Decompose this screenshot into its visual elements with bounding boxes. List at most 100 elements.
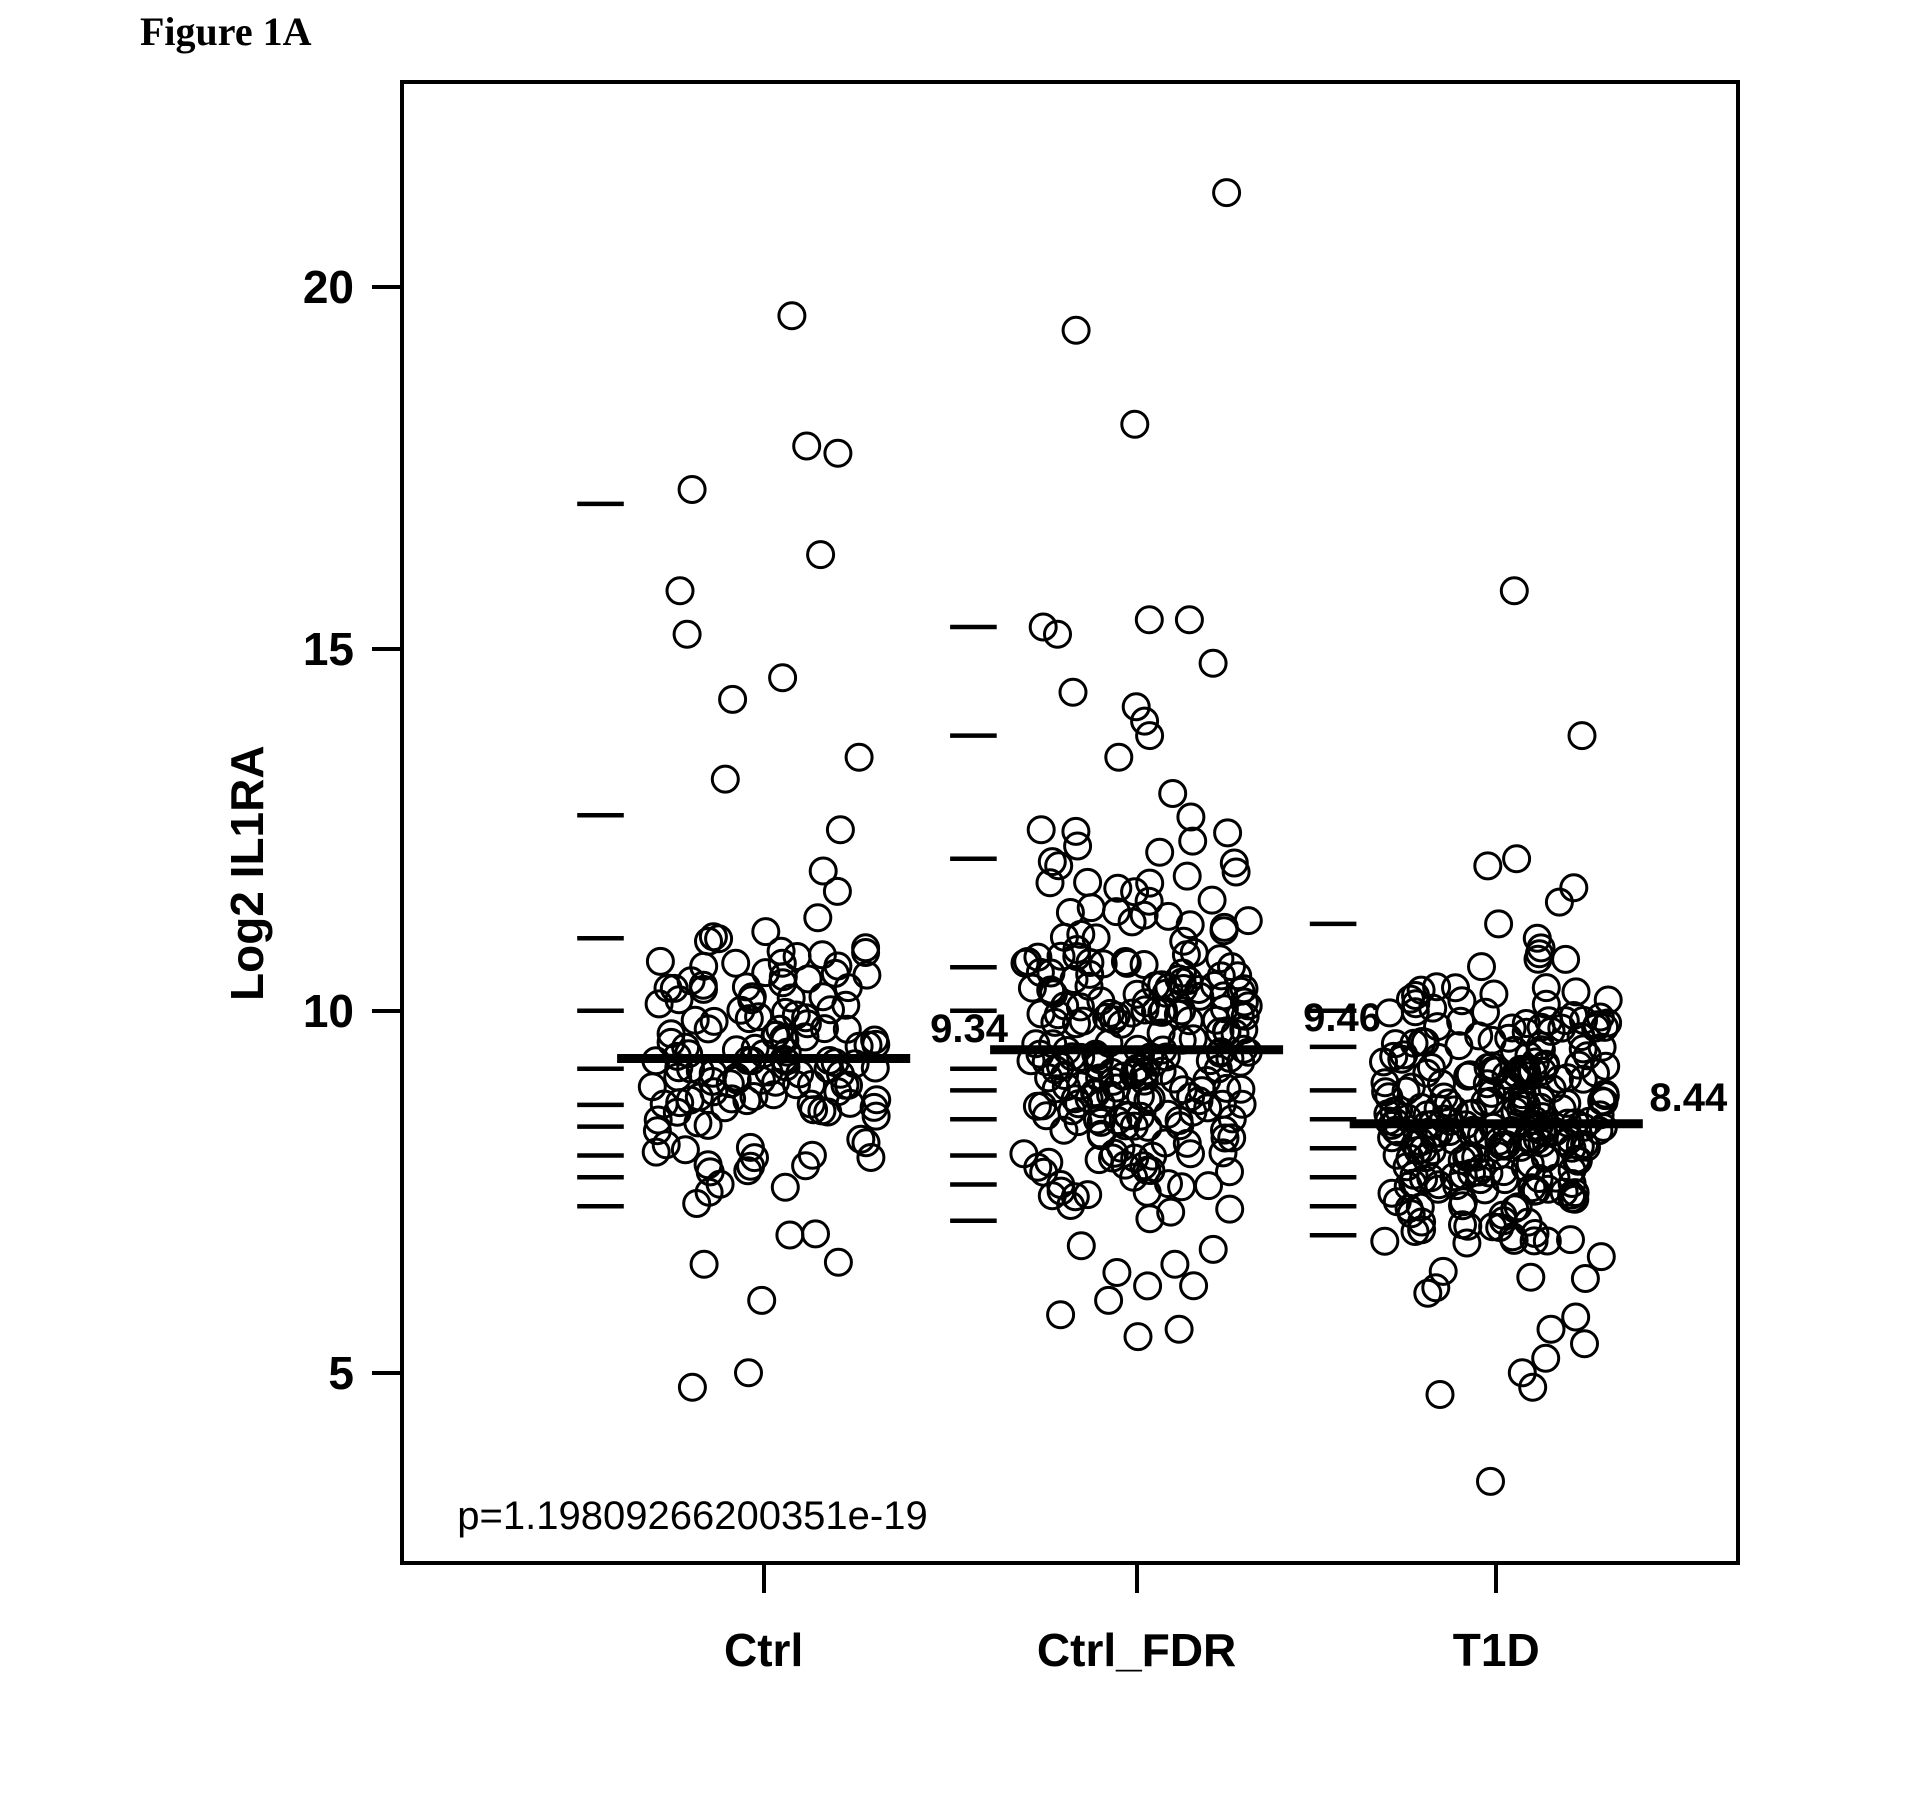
- data-point: [1075, 869, 1101, 895]
- data-point: [1136, 607, 1162, 633]
- y-axis-title: Log2 IL1RA: [220, 745, 274, 1001]
- mean-value-label: 9.46: [1303, 996, 1381, 1041]
- data-point: [1083, 925, 1109, 951]
- data-point: [1504, 846, 1530, 872]
- data-point: [1135, 1273, 1161, 1299]
- data-point: [1122, 879, 1148, 905]
- figure-title: Figure 1A: [140, 8, 311, 55]
- data-point: [1572, 1331, 1598, 1357]
- data-point: [1219, 1125, 1245, 1151]
- data-point: [777, 1222, 803, 1248]
- data-point: [1569, 723, 1595, 749]
- data-point: [723, 950, 749, 976]
- data-point: [1235, 908, 1261, 934]
- y-tick: [372, 1009, 400, 1013]
- data-point: [1160, 781, 1186, 807]
- data-point: [1427, 1382, 1453, 1408]
- data-point: [647, 948, 673, 974]
- data-point: [833, 992, 859, 1018]
- data-point: [779, 303, 805, 329]
- data-point: [1475, 853, 1501, 879]
- x-tick: [1494, 1565, 1498, 1593]
- scatter-plot: [404, 84, 1736, 1561]
- data-point: [1538, 1316, 1564, 1342]
- data-point: [770, 665, 796, 691]
- data-point: [808, 542, 834, 568]
- data-point: [1199, 887, 1225, 913]
- data-point: [720, 686, 746, 712]
- x-tick-label: Ctrl: [724, 1623, 803, 1677]
- data-point: [825, 440, 851, 466]
- data-point: [1181, 1273, 1207, 1299]
- data-point: [1200, 650, 1226, 676]
- data-point: [1423, 1275, 1449, 1301]
- data-point: [749, 1287, 775, 1313]
- data-point: [1147, 839, 1173, 865]
- data-point: [1063, 317, 1089, 343]
- data-point: [1068, 1233, 1094, 1259]
- data-point: [1063, 818, 1089, 844]
- data-point: [1214, 180, 1240, 206]
- data-point: [1572, 1266, 1598, 1292]
- data-point: [1122, 411, 1148, 437]
- data-point: [1561, 875, 1587, 901]
- data-point: [1162, 1251, 1188, 1277]
- data-point: [1125, 1324, 1151, 1350]
- plot-frame: p=1.19809266200351e-19: [400, 80, 1740, 1565]
- x-tick-label: Ctrl_FDR: [1037, 1623, 1236, 1677]
- data-point: [753, 919, 779, 945]
- y-tick-label: 10: [303, 984, 354, 1038]
- data-point: [1469, 954, 1495, 980]
- data-point: [1028, 817, 1054, 843]
- data-point: [1174, 863, 1200, 889]
- page-root: Figure 1A p=1.19809266200351e-19 Log2 IL…: [0, 0, 1923, 1808]
- x-tick-label: T1D: [1453, 1623, 1540, 1677]
- data-point: [1180, 828, 1206, 854]
- data-point: [1553, 946, 1579, 972]
- data-point: [1131, 952, 1157, 978]
- data-point: [825, 1249, 851, 1275]
- mean-value-label: 9.34: [930, 1007, 1008, 1052]
- data-point: [701, 1008, 727, 1034]
- data-point: [1137, 723, 1163, 749]
- data-point: [1546, 889, 1572, 915]
- data-point: [667, 578, 693, 604]
- data-point: [803, 1221, 829, 1247]
- data-point: [1060, 679, 1086, 705]
- data-point: [1533, 991, 1559, 1017]
- data-point: [1031, 1159, 1057, 1185]
- y-tick-label: 15: [303, 622, 354, 676]
- data-point: [1176, 607, 1202, 633]
- data-point: [1048, 1302, 1074, 1328]
- data-point: [1379, 1180, 1405, 1206]
- data-point: [846, 744, 872, 770]
- data-point: [1106, 744, 1132, 770]
- data-point: [827, 817, 853, 843]
- data-point: [1372, 1228, 1398, 1254]
- data-point: [1166, 1316, 1192, 1342]
- mean-value-label: 8.44: [1649, 1076, 1727, 1121]
- y-tick-label: 20: [303, 260, 354, 314]
- data-point: [795, 966, 821, 992]
- data-point: [1209, 1091, 1235, 1117]
- y-tick: [372, 1371, 400, 1375]
- x-tick: [762, 1565, 766, 1593]
- data-point: [1454, 1230, 1480, 1256]
- data-point: [794, 433, 820, 459]
- data-point: [1563, 1304, 1589, 1330]
- p-value-text: p=1.19809266200351e-19: [457, 1494, 927, 1539]
- data-point: [1104, 1260, 1130, 1286]
- data-point: [1136, 888, 1162, 914]
- data-point: [1217, 1196, 1243, 1222]
- data-point: [1096, 1287, 1122, 1313]
- data-point: [1478, 1468, 1504, 1494]
- data-point: [1178, 804, 1204, 830]
- data-point: [1415, 1280, 1441, 1306]
- y-tick: [372, 285, 400, 289]
- data-point: [1533, 1345, 1559, 1371]
- data-point: [736, 1360, 762, 1386]
- data-point: [1200, 1236, 1226, 1262]
- data-point: [1215, 820, 1241, 846]
- data-point: [679, 1374, 705, 1400]
- data-point: [1501, 578, 1527, 604]
